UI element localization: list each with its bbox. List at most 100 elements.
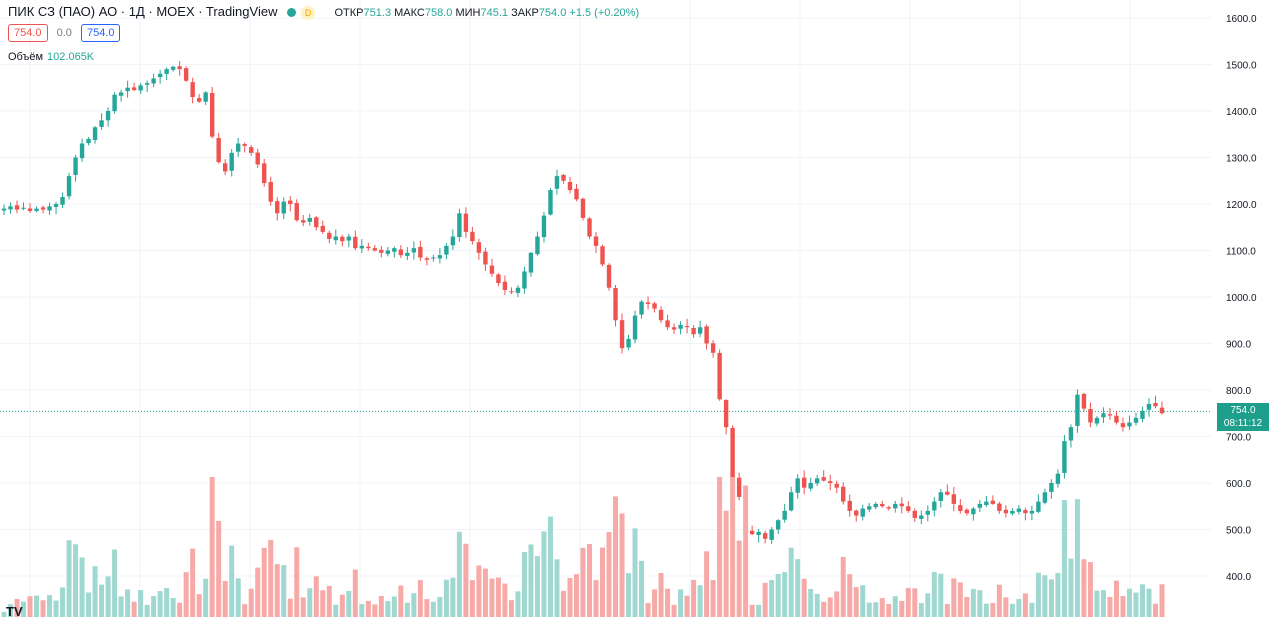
volume-bar bbox=[964, 597, 970, 617]
candle-body bbox=[470, 231, 475, 242]
volume-bar bbox=[294, 547, 300, 617]
candle-body bbox=[1120, 423, 1126, 428]
candle-body bbox=[353, 236, 358, 249]
tradingview-logo-icon[interactable]: TV bbox=[6, 604, 23, 619]
candle-body bbox=[327, 232, 332, 239]
volume-bar bbox=[626, 573, 632, 617]
candle-body bbox=[626, 338, 631, 348]
volume-bar bbox=[782, 572, 788, 617]
candle-body bbox=[157, 73, 163, 78]
candle-body bbox=[411, 248, 417, 253]
candle-body bbox=[385, 250, 391, 254]
candle-body bbox=[190, 82, 195, 98]
candle-body bbox=[346, 236, 351, 241]
candle-body bbox=[301, 220, 306, 223]
volume-bar bbox=[1042, 575, 1048, 617]
candle-body bbox=[834, 483, 839, 488]
candle-body bbox=[613, 287, 618, 321]
volume-bar bbox=[951, 578, 957, 617]
volume-bar bbox=[756, 604, 762, 617]
volume-bar bbox=[118, 596, 124, 617]
volume-bar bbox=[170, 597, 176, 617]
volume-bar bbox=[112, 549, 118, 617]
ohlc-values: ОТКР751.3 МАКС758.0 МИН745.1 ЗАКР754.0 +… bbox=[335, 7, 640, 19]
candle-body bbox=[418, 246, 423, 258]
volume-bar bbox=[834, 591, 840, 617]
candle-body bbox=[801, 477, 807, 488]
candle-body bbox=[405, 252, 410, 256]
sell-price-button[interactable]: 754.0 bbox=[8, 24, 48, 42]
candle-body bbox=[14, 205, 20, 210]
volume-bar bbox=[144, 604, 150, 617]
volume-bar bbox=[398, 585, 404, 617]
candle-body bbox=[997, 503, 1002, 511]
candle-body bbox=[984, 501, 989, 506]
open-value: 751.3 bbox=[363, 7, 392, 19]
close-value: 754.0 bbox=[538, 7, 567, 19]
candle-body bbox=[606, 264, 612, 288]
candle-body bbox=[580, 198, 586, 218]
volume-bar bbox=[417, 580, 423, 617]
candle-body bbox=[919, 515, 924, 519]
volume-bar bbox=[320, 590, 326, 617]
candle-body bbox=[196, 98, 202, 102]
candle-body bbox=[1101, 413, 1106, 418]
candle-body bbox=[593, 236, 599, 246]
volume-bar bbox=[1107, 597, 1113, 617]
candle-body bbox=[867, 506, 872, 510]
buy-price-button[interactable]: 754.0 bbox=[80, 24, 121, 42]
volume-bar bbox=[411, 593, 417, 617]
candle-body bbox=[509, 291, 514, 293]
volume-bar bbox=[639, 560, 645, 617]
candle-body bbox=[756, 531, 761, 536]
y-tick-label: 1400.0 bbox=[1226, 107, 1257, 118]
y-tick-label: 600.0 bbox=[1226, 479, 1251, 490]
candle-body bbox=[483, 251, 488, 265]
candle-body bbox=[1049, 483, 1054, 492]
candle-body bbox=[990, 500, 996, 504]
volume-bar bbox=[808, 589, 814, 617]
spread-value: 0.0 bbox=[56, 27, 72, 39]
candle-body bbox=[717, 352, 722, 400]
candle-body bbox=[125, 87, 130, 92]
volume-bar bbox=[378, 595, 384, 617]
candle-body bbox=[1062, 441, 1067, 473]
volume-bar bbox=[560, 590, 566, 617]
low-value: 745.1 bbox=[480, 7, 508, 19]
volume-bar bbox=[476, 565, 482, 617]
volume-bar bbox=[281, 565, 287, 617]
candle-body bbox=[893, 503, 898, 509]
volume-bar bbox=[515, 591, 521, 617]
volume-bar bbox=[508, 600, 514, 617]
chart-legend: ПИК СЗ (ПАО) АО · 1Д · MOEX · TradingVie… bbox=[8, 4, 639, 20]
candle-body bbox=[860, 508, 865, 517]
candle-body bbox=[619, 320, 625, 349]
volume-bar bbox=[1100, 590, 1106, 617]
candle-body bbox=[938, 492, 944, 501]
volume-bar bbox=[827, 597, 833, 617]
volume-bar bbox=[430, 601, 436, 617]
volume-bar bbox=[892, 596, 898, 617]
volume-bar bbox=[463, 543, 469, 617]
volume-bar bbox=[495, 577, 501, 617]
candle-body bbox=[1081, 393, 1087, 409]
volume-bar bbox=[996, 584, 1002, 617]
candle-body bbox=[535, 236, 540, 255]
volume-bar bbox=[652, 589, 658, 617]
candle-body bbox=[222, 163, 228, 172]
candle-body bbox=[1036, 501, 1041, 512]
y-tick-label: 500.0 bbox=[1226, 526, 1251, 537]
y-tick-label: 400.0 bbox=[1226, 572, 1251, 583]
candle-body bbox=[92, 127, 98, 141]
candle-body bbox=[236, 143, 241, 152]
volume-bar bbox=[125, 589, 131, 617]
volume-bar bbox=[678, 589, 684, 617]
bid-ask-row: 754.0 0.0 754.0 bbox=[8, 24, 121, 42]
volume-bar bbox=[580, 547, 586, 617]
volume-bar bbox=[573, 574, 579, 617]
y-tick-label: 700.0 bbox=[1226, 433, 1251, 444]
volume-bar bbox=[151, 596, 157, 617]
volume-bar bbox=[1029, 602, 1035, 617]
volume-bar bbox=[1081, 559, 1087, 617]
